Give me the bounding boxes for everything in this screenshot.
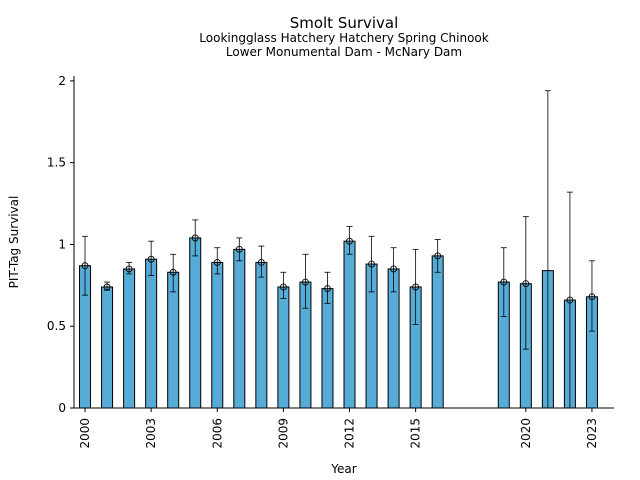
bar-2004 — [167, 271, 180, 409]
x-axis-ticks: 2000 2003 2006 2009 2012 2015 2020 2023 — [78, 408, 599, 449]
chart-title: Smolt Survival — [290, 14, 399, 32]
x-tick-label: 2006 — [210, 418, 224, 449]
point-marker-2006 — [213, 258, 221, 266]
bar-2003 — [145, 258, 158, 409]
point-marker-2013 — [368, 260, 376, 268]
point-marker-2001 — [103, 283, 111, 291]
bar-2001 — [101, 286, 114, 409]
point-marker-2002 — [125, 265, 133, 273]
y-tick-label: 0 — [58, 401, 66, 415]
bar-2011 — [321, 288, 334, 409]
bar-2016 — [431, 255, 444, 409]
point-marker-2010 — [301, 278, 309, 286]
x-tick-label: 2015 — [409, 418, 423, 449]
point-marker-2012 — [346, 237, 353, 245]
point-marker-2022 — [566, 296, 574, 304]
x-tick-label: 2009 — [276, 418, 290, 449]
y-axis-ticks: 0 0.5 1 1.5 2 — [47, 74, 74, 415]
point-marker-2019 — [500, 278, 508, 286]
x-tick-label: 2000 — [78, 418, 92, 449]
point-marker-2000 — [81, 262, 89, 270]
x-tick-label: 2003 — [144, 418, 158, 449]
bar-2002 — [123, 268, 136, 409]
x-tick-label: 2020 — [519, 418, 533, 449]
point-marker-2009 — [279, 283, 287, 291]
point-marker-2015 — [412, 283, 420, 291]
point-marker-2020 — [522, 280, 530, 288]
point-marker-2016 — [434, 252, 442, 260]
bar-2006 — [211, 261, 224, 409]
x-axis-label: Year — [330, 462, 356, 476]
bar-2007 — [233, 248, 246, 409]
plot-area — [79, 90, 598, 409]
bar-2009 — [277, 286, 290, 409]
chart-subtitle-line-1: Lookingglass Hatchery Hatchery Spring Ch… — [199, 31, 488, 45]
point-marker-2007 — [235, 245, 243, 253]
bar-2005 — [189, 237, 202, 409]
point-marker-2005 — [191, 234, 199, 242]
bar-2012 — [343, 240, 356, 409]
y-tick-label: 2 — [58, 74, 66, 88]
x-tick-label: 2012 — [343, 418, 357, 449]
point-marker-2003 — [147, 255, 155, 263]
y-tick-label: 0.5 — [47, 319, 66, 333]
y-tick-label: 1.5 — [47, 156, 66, 170]
point-marker-2004 — [169, 268, 177, 276]
y-axis-label: PIT-Tag Survival — [7, 196, 21, 289]
bar-2008 — [255, 261, 268, 409]
point-marker-2008 — [257, 258, 265, 266]
x-tick-label: 2023 — [585, 418, 599, 449]
point-marker-2011 — [324, 285, 331, 293]
y-tick-label: 1 — [58, 237, 66, 251]
chart-subtitle-line-2: Lower Monumental Dam - McNary Dam — [226, 45, 462, 59]
point-marker-2014 — [390, 265, 398, 273]
point-marker-2023 — [588, 293, 596, 301]
